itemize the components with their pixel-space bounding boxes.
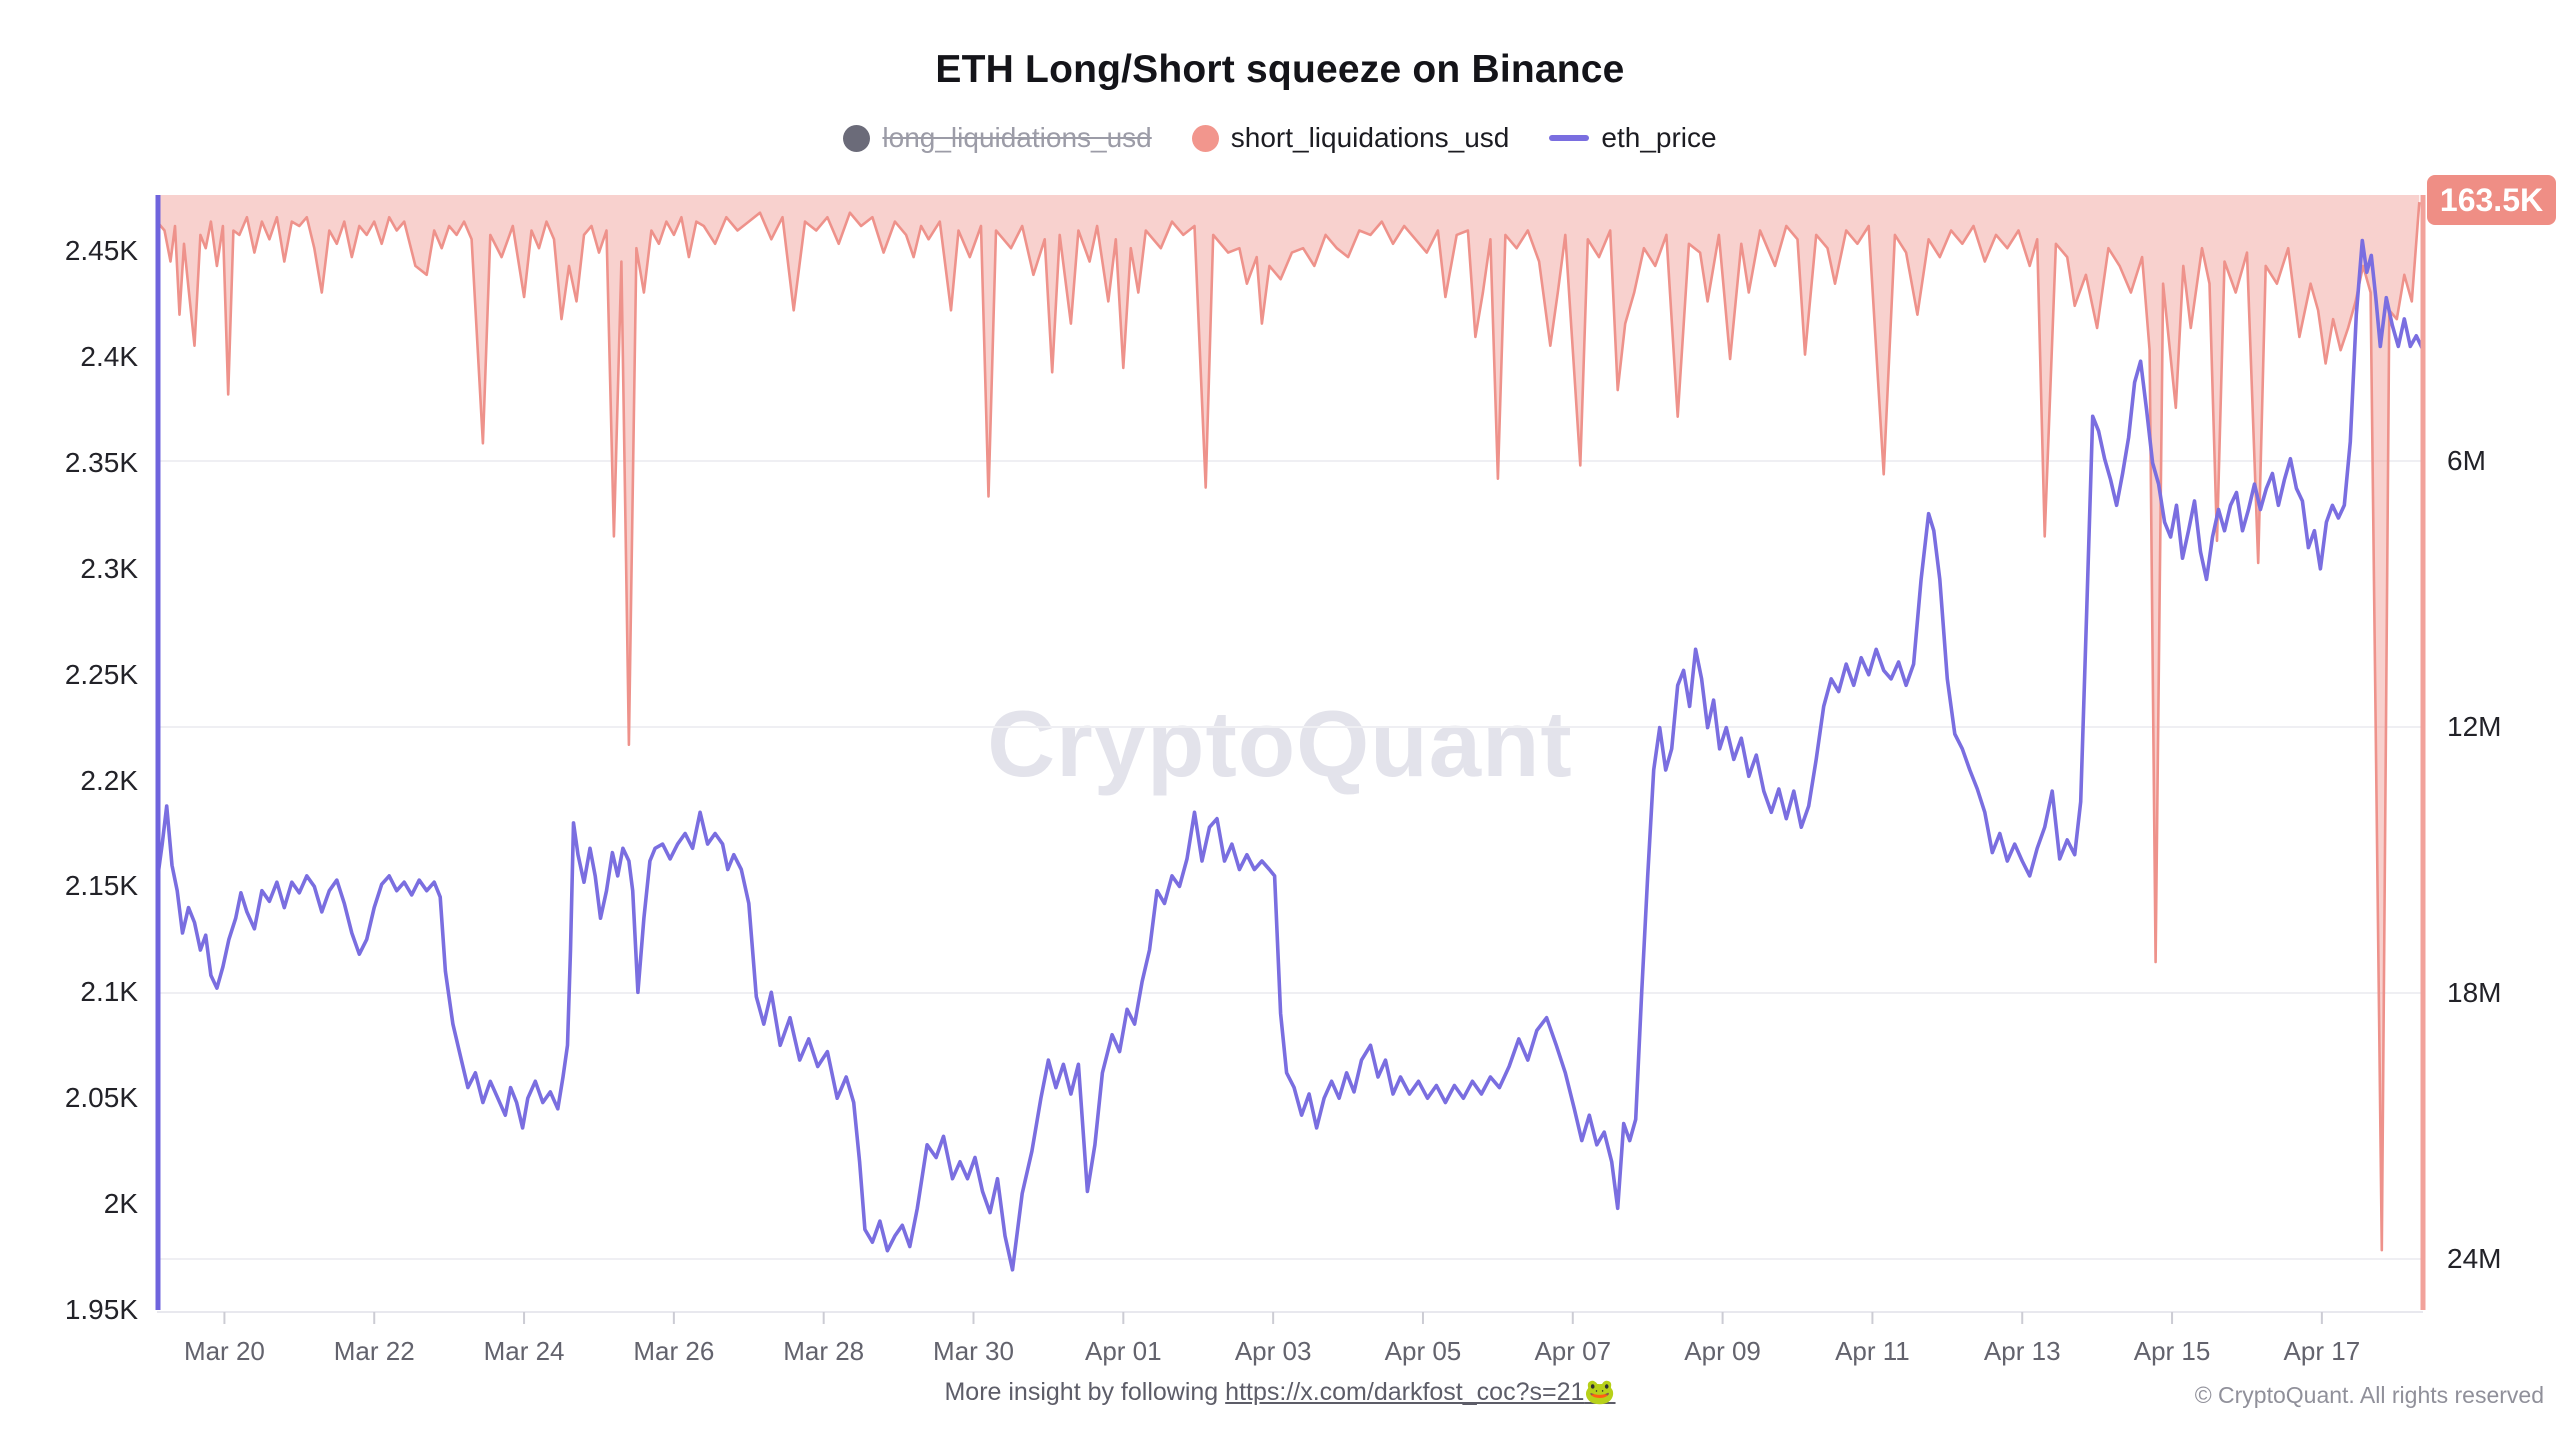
y-right-tick-label: 18M: [2447, 977, 2502, 1008]
y-left-tick-label: 2.2K: [80, 764, 138, 796]
y-left-tick-label: 2.3K: [80, 552, 138, 584]
frog-emoji-icon: 🐸: [1584, 1378, 1616, 1406]
x-tick-label: Mar 22: [333, 1336, 415, 1366]
x-tick-label: Apr 01: [1085, 1336, 1162, 1366]
legend-label: eth_price: [1601, 122, 1717, 153]
footer-note: More insight by following https://x.com/…: [0, 1378, 2560, 1407]
legend-item-long_liquidations_usd[interactable]: long_liquidations_usd: [843, 122, 1152, 154]
x-tick-label: Mar 28: [783, 1336, 865, 1366]
y-left-tick-label: 2.4K: [80, 341, 138, 372]
x-tick-label: Mar 26: [633, 1336, 715, 1366]
y-left-tick-label: 2.25K: [64, 658, 138, 690]
x-tick-label: Apr 03: [1234, 1336, 1312, 1366]
legend-dot-icon: [843, 124, 871, 152]
footer-link[interactable]: https://x.com/darkfost_coc?s=21🐸: [1225, 1378, 1615, 1406]
x-tick-label: Apr 09: [1684, 1336, 1761, 1366]
y-left-tick-label: 1.95K: [64, 1294, 138, 1325]
x-tick-label: Apr 07: [1534, 1336, 1612, 1366]
legend-item-short_liquidations_usd[interactable]: short_liquidations_usd: [1191, 122, 1510, 154]
legend-label: short_liquidations_usd: [1230, 122, 1510, 153]
x-tick-label: Apr 05: [1384, 1336, 1462, 1366]
x-tick-label: Mar 20: [183, 1336, 265, 1366]
legend-label: long_liquidations_usd: [882, 122, 1152, 153]
eth-price-line: [157, 238, 2423, 1272]
y-right-tick-label: 12M: [2447, 711, 2502, 742]
short-liquidations-area: [157, 195, 2420, 1251]
copyright-text: © CryptoQuant. All rights reserved: [2194, 1382, 2544, 1408]
legend-line-icon: [1549, 135, 1590, 141]
y-right-tick-label: 24M: [2447, 1243, 2502, 1275]
legend-item-eth_price[interactable]: eth_price: [1549, 122, 1717, 154]
chart-title: ETH Long/Short squeeze on Binance: [935, 48, 1625, 91]
x-tick-label: Apr 13: [1983, 1336, 2061, 1366]
x-tick-label: Apr 17: [2283, 1336, 2361, 1366]
x-tick-label: Mar 24: [483, 1336, 565, 1366]
y-left-tick-label: 2.35K: [64, 446, 138, 478]
last-value-badge: 163.5K: [2427, 175, 2556, 225]
y-left-tick-label: 2.45K: [64, 235, 138, 267]
footer-prefix: More insight by following: [944, 1378, 1226, 1406]
y-right-tick-label: 6M: [2447, 445, 2486, 476]
y-left-tick-label: 2.05K: [64, 1082, 138, 1114]
legend: long_liquidations_usd short_liquidations_…: [0, 122, 2560, 154]
x-tick-label: Apr 11: [1835, 1336, 1910, 1366]
y-left-tick-label: 2.1K: [80, 976, 138, 1008]
legend-dot-icon: [1191, 124, 1219, 152]
y-left-tick-label: 2.15K: [64, 870, 138, 902]
short-liquidations-line: [157, 202, 2421, 1252]
x-tick-label: Apr 15: [2133, 1336, 2211, 1366]
x-tick-label: Mar 30: [933, 1336, 1014, 1366]
y-left-tick-label: 2K: [103, 1188, 138, 1220]
footer-link-text: https://x.com/darkfost_coc?s=21: [1225, 1378, 1585, 1406]
